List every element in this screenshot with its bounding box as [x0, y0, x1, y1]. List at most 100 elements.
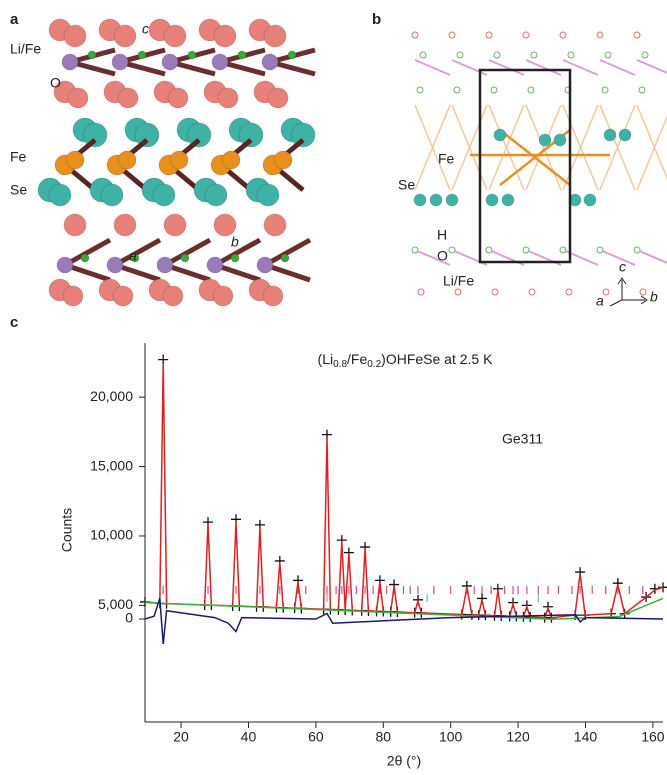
- bond: [263, 237, 312, 268]
- atom: [411, 31, 419, 39]
- title-part: (Li: [318, 351, 334, 367]
- atom: [527, 86, 535, 94]
- atom: [106, 256, 124, 274]
- atom: [256, 183, 280, 207]
- atom: [152, 183, 176, 207]
- bond: [488, 59, 525, 76]
- atom: [48, 183, 72, 207]
- atom: [522, 246, 530, 254]
- atom: [212, 285, 234, 307]
- y-axis-label: Counts: [59, 508, 75, 552]
- bond: [414, 104, 451, 191]
- x-tick-label: 160: [641, 729, 665, 745]
- atom: [522, 31, 530, 39]
- title-part: 0.8: [333, 359, 347, 370]
- atom: [290, 122, 316, 148]
- atom: [448, 246, 456, 254]
- axis-letter: c: [142, 21, 149, 37]
- y-tick-label: 15,000: [90, 457, 133, 473]
- atom-label: Fe: [438, 151, 455, 167]
- atom: [163, 24, 187, 48]
- atom: [273, 150, 293, 170]
- atom: [491, 288, 499, 296]
- atom: [62, 285, 84, 307]
- atom: [80, 253, 90, 263]
- atom: [263, 24, 287, 48]
- atom: [187, 50, 197, 60]
- bond: [636, 59, 667, 74]
- atom: [134, 122, 160, 148]
- atom: [485, 31, 493, 39]
- atom: [453, 86, 461, 94]
- bond: [599, 59, 636, 76]
- atom: [113, 213, 137, 237]
- atom: [287, 50, 297, 60]
- atom: [553, 133, 567, 147]
- atom: [411, 246, 419, 254]
- panel-label: a: [10, 11, 19, 28]
- atom: [596, 246, 604, 254]
- atom: [112, 285, 134, 307]
- atom: [117, 150, 137, 170]
- atom: [501, 193, 515, 207]
- atom: [211, 53, 229, 71]
- atom: [583, 193, 597, 207]
- atom: [113, 24, 137, 48]
- bond: [113, 237, 162, 268]
- atom-label: Se: [398, 177, 415, 193]
- x-tick-label: 100: [439, 729, 463, 745]
- bond: [414, 59, 451, 76]
- axis-arrow: [609, 277, 648, 307]
- atom: [448, 31, 456, 39]
- atom: [456, 51, 464, 59]
- bond: [213, 237, 262, 268]
- atom: [186, 122, 212, 148]
- bond: [525, 59, 562, 76]
- atom: [206, 256, 224, 274]
- atom: [417, 288, 425, 296]
- atom: [490, 86, 498, 94]
- bond: [636, 115, 667, 191]
- calculated-line: [144, 363, 664, 619]
- atom: [100, 183, 124, 207]
- atom: [213, 213, 237, 237]
- atom-label: H: [437, 227, 447, 243]
- atom-label: Li/Fe: [10, 41, 41, 57]
- bond: [562, 59, 599, 76]
- x-axis-label: 2θ (°): [387, 753, 421, 769]
- bond: [488, 104, 525, 191]
- atom: [161, 53, 179, 71]
- atom: [238, 122, 264, 148]
- atom: [618, 128, 632, 142]
- title-part: )OHFeSe at 2.5 K: [381, 351, 493, 367]
- atom: [163, 213, 187, 237]
- atom: [237, 50, 247, 60]
- atom: [262, 285, 284, 307]
- atom: [429, 193, 443, 207]
- x-tick-label: 120: [506, 729, 530, 745]
- observed-point: [158, 354, 169, 365]
- axis-letter: a: [596, 293, 604, 309]
- atom: [156, 256, 174, 274]
- atom: [493, 51, 501, 59]
- title-part: 0.2: [367, 359, 381, 370]
- atom: [641, 51, 649, 59]
- atom: [280, 253, 290, 263]
- atom: [82, 122, 108, 148]
- x-tick-label: 80: [375, 729, 391, 745]
- difference-line: [144, 597, 664, 645]
- atom: [559, 246, 567, 254]
- bond: [525, 104, 562, 191]
- atom: [601, 86, 609, 94]
- bond: [636, 249, 667, 264]
- atom: [162, 285, 184, 307]
- atom: [493, 128, 507, 142]
- atom: [485, 246, 493, 254]
- atom: [169, 150, 189, 170]
- y2-tick-label: 0: [125, 610, 133, 626]
- atom: [63, 213, 87, 237]
- atom: [65, 150, 85, 170]
- atom: [137, 50, 147, 60]
- atom: [256, 256, 274, 274]
